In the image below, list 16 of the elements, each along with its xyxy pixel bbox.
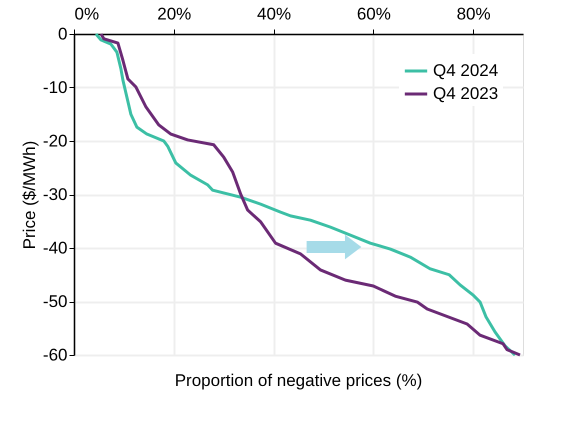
legend-label: Q4 2023 <box>433 84 498 103</box>
y-tick-label: -20 <box>42 132 68 150</box>
y-tick-label: -30 <box>42 185 68 204</box>
legend-label: Q4 2024 <box>433 61 498 80</box>
x-axis-title: Proportion of negative prices (%) <box>174 371 422 390</box>
y-tick-label: -40 <box>42 238 68 258</box>
x-tick-label: 0% <box>74 4 100 24</box>
y-tick-label: -10 <box>42 78 68 97</box>
y-tick-label: -60 <box>42 346 68 364</box>
x-tick-label: 60% <box>356 4 391 24</box>
x-tick-label: 40% <box>257 4 292 24</box>
y-tick-label: -50 <box>42 292 68 311</box>
y-tick-label: 0 <box>58 24 68 44</box>
x-tick-label: 80% <box>456 4 491 24</box>
x-tick-label: 20% <box>157 4 192 24</box>
y-axis-title: Price ($/MWh) <box>20 140 39 250</box>
